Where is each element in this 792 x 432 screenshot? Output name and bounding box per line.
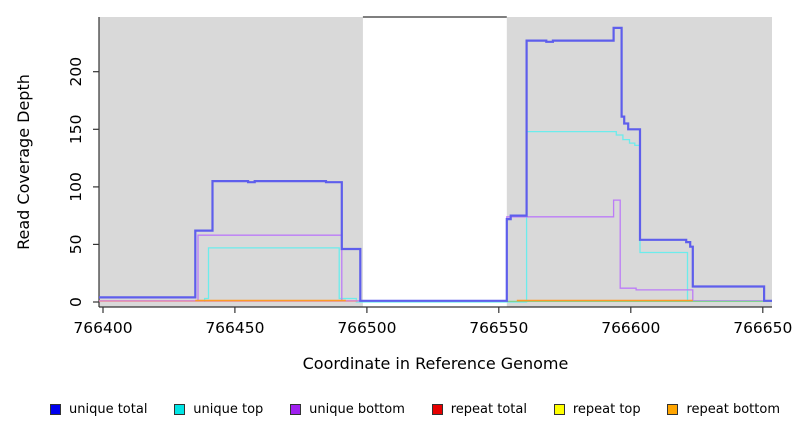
series-unique-top: [203, 130, 689, 303]
legend-label: repeat top: [572, 401, 641, 417]
shaded-region: [99, 17, 363, 307]
legend-label: repeat total: [450, 401, 527, 417]
legend-swatch-icon: [50, 403, 61, 415]
y-tick-label: 100: [67, 172, 85, 202]
y-tick-label: 200: [67, 57, 85, 87]
legend: unique total unique top unique bottom repea…: [50, 398, 780, 420]
x-tick-label: 766600: [601, 319, 660, 337]
legend-swatch-icon: [667, 403, 679, 415]
x-tick-label: 766650: [733, 319, 792, 337]
legend-item-repeat-bottom: repeat bottom: [667, 402, 780, 417]
legend-label: unique top: [193, 401, 264, 417]
legend-label: unique bottom: [309, 401, 405, 417]
legend-swatch-icon: [431, 403, 443, 415]
series-unique-total: [99, 26, 772, 302]
legend-item-repeat-top: repeat top: [553, 401, 641, 417]
legend-label: repeat bottom: [686, 401, 780, 417]
y-tick-label: 50: [67, 235, 85, 255]
legend-swatch-icon: [174, 403, 186, 415]
x-tick-label: 766550: [469, 319, 528, 337]
y-tick-label: 0: [67, 297, 85, 307]
x-tick-label: 766450: [205, 319, 264, 337]
legend-item-unique-total: unique total: [50, 402, 147, 417]
x-tick-label: 766400: [73, 319, 132, 337]
y-tick-label: 150: [67, 115, 85, 145]
legend-item-unique-bottom: unique bottom: [290, 402, 405, 417]
x-tick-label: 766500: [337, 319, 396, 337]
chart-canvas: 766400 766450 766500 766550 766600 766650 0 50 1…: [67, 16, 792, 337]
legend-swatch-icon: [553, 403, 565, 415]
legend-label: unique total: [69, 401, 148, 417]
legend-item-repeat-total: repeat total: [431, 401, 527, 417]
y-axis-title: Read Coverage Depth: [14, 74, 33, 250]
series-unique-bottom: [99, 199, 772, 302]
legend-swatch-icon: [290, 403, 302, 415]
legend-item-unique-top: unique top: [174, 402, 263, 417]
x-axis-title: Coordinate in Reference Genome: [302, 354, 569, 373]
